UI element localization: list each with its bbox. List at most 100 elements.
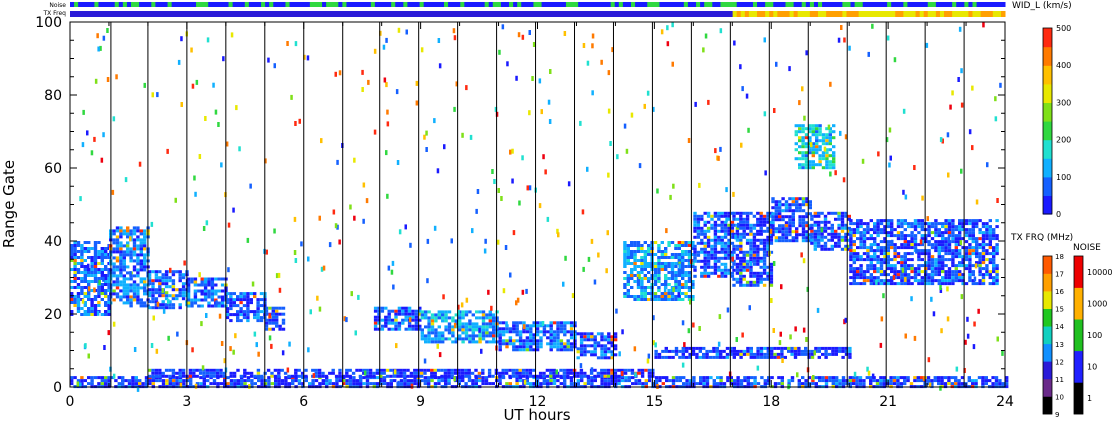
echo-cell (278, 324, 282, 328)
echo-cell (739, 250, 743, 254)
echo-cell (924, 279, 928, 283)
echo-cell (481, 376, 485, 380)
echo-cell (505, 330, 509, 334)
txfreq-bar-segment (639, 11, 644, 17)
echo-cell (828, 154, 832, 158)
echo-cell (883, 249, 887, 253)
echo-cell (498, 339, 502, 343)
echo-cell (828, 133, 832, 137)
echo-cell (458, 328, 462, 332)
echo-cell (674, 265, 678, 268)
echo-cell (129, 247, 133, 251)
echo-cell (821, 151, 826, 155)
noise-bar-segment (354, 2, 360, 7)
echo-cell (964, 282, 969, 286)
echo-cell (100, 271, 104, 274)
noise-bar-segment (208, 2, 213, 7)
echo-cell (139, 298, 143, 302)
echo-cell (778, 212, 782, 216)
echo-cell (487, 371, 492, 375)
txfreq-bar-segment (488, 11, 494, 17)
echo-cell (950, 376, 954, 380)
echo-cell (958, 234, 962, 238)
echo-cell (198, 371, 203, 375)
echo-cell (278, 327, 282, 331)
txfreq-bar-segment (383, 11, 388, 17)
echo-cell (818, 157, 822, 161)
echo-cell (225, 313, 230, 317)
echo-cell (713, 271, 718, 275)
echo-cell (420, 313, 424, 317)
txfreq-bar-segment (484, 11, 490, 17)
echo-cell (978, 282, 982, 286)
txfreq-bar-segment (269, 11, 274, 17)
echo-cell (930, 279, 935, 283)
echo-cell (161, 374, 165, 378)
echo-cell (739, 277, 743, 281)
echo-cell (477, 374, 482, 378)
echo-cell (171, 306, 176, 310)
echo-cell (985, 243, 989, 247)
echo-cell (559, 327, 564, 331)
echo-cell (475, 328, 479, 332)
echo-cell (723, 214, 728, 218)
echo-cell (830, 247, 834, 251)
echo-cell (687, 295, 692, 298)
echo-cell (304, 368, 308, 372)
echo-cell (164, 279, 169, 283)
echo-cell (917, 270, 921, 274)
echo-cell (742, 265, 746, 269)
echo-cell (791, 218, 795, 222)
echo-cell (175, 371, 179, 375)
txfreq-bar-segment (549, 11, 555, 17)
echo-cell (818, 133, 822, 137)
echo-cell (132, 289, 137, 293)
echo-cell (759, 352, 764, 356)
echo-cell (192, 368, 196, 372)
echo-cell (971, 246, 975, 250)
echo-cell (586, 344, 591, 348)
scatter-point (373, 129, 377, 135)
echo-cell (873, 282, 877, 286)
echo-cell (495, 328, 499, 332)
echo-cell (613, 374, 618, 378)
echo-cell (641, 382, 645, 386)
echo-cell (626, 277, 630, 280)
echo-cell (992, 255, 996, 259)
echo-cell (512, 324, 516, 328)
echo-cell (788, 218, 792, 222)
echo-cell (382, 368, 386, 372)
txfreq-bar-segment (175, 11, 181, 17)
echo-cell (924, 282, 928, 286)
echo-cell (267, 376, 271, 380)
noise-bar-segment (626, 2, 632, 7)
echo-cell (626, 283, 630, 286)
echo-cell (924, 273, 928, 277)
echo-cell (700, 232, 704, 236)
echo-cell (437, 376, 441, 380)
txfreq-bar-segment (265, 11, 270, 17)
echo-cell (291, 379, 295, 383)
echo-cell (143, 289, 147, 293)
echo-cell (687, 277, 692, 280)
echo-cell (246, 316, 250, 320)
echo-cell (813, 241, 817, 245)
echo-cell (876, 276, 880, 280)
echo-cell (844, 223, 848, 227)
echo-cell (978, 219, 982, 223)
echo-cell (143, 244, 147, 248)
scatter-point (99, 45, 102, 51)
echo-cell (633, 298, 637, 301)
echo-cell (773, 352, 777, 356)
echo-cell (83, 310, 87, 313)
echo-cell (910, 264, 914, 268)
echo-cell (256, 368, 261, 372)
echo-cell (749, 211, 753, 215)
echo-cell (222, 374, 227, 378)
echo-cell (209, 368, 213, 372)
echo-cell (122, 277, 126, 281)
echo-cell (563, 333, 567, 337)
noise-bar-segment (870, 2, 876, 7)
echo-cell (80, 253, 84, 256)
echo-cell (317, 368, 322, 372)
